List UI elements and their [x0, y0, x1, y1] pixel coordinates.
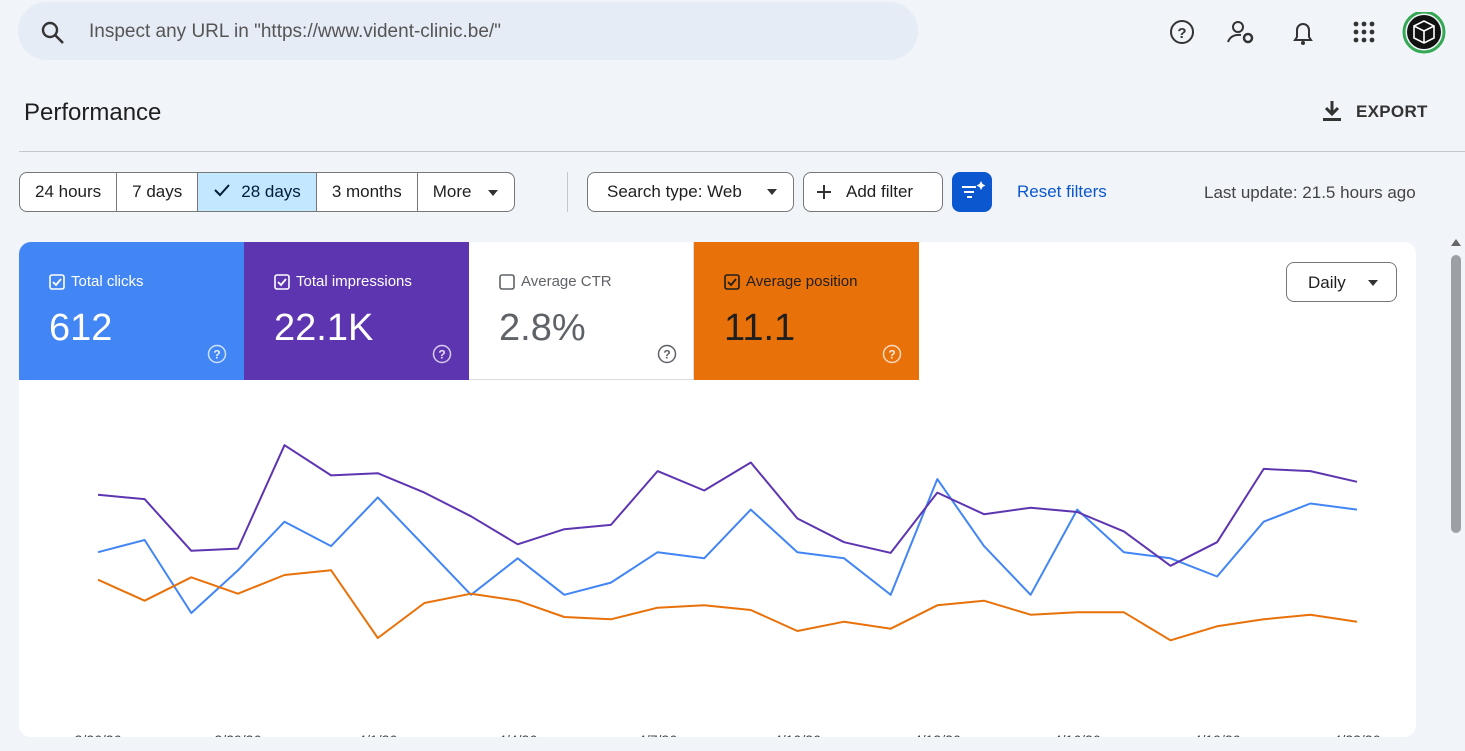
export-icon[interactable]	[1320, 98, 1344, 124]
x-tick-label: 4/16/26	[1054, 732, 1101, 737]
chip-label: Add filter	[846, 182, 914, 201]
help-icon[interactable]: ?	[882, 344, 902, 364]
scrollbar-thumb[interactable]	[1451, 255, 1461, 533]
range-button[interactable]: 7 days	[117, 173, 199, 211]
x-tick-label: 4/19/26	[1194, 732, 1241, 737]
plus-icon	[817, 185, 831, 199]
separator	[567, 172, 568, 212]
metric-value: 612	[49, 307, 113, 349]
checkbox	[499, 274, 515, 290]
date-range-group: 24 hours 7 days 28 days 3 months More	[19, 172, 516, 212]
x-tick-label: 4/1/26	[358, 732, 397, 737]
check-icon	[214, 184, 231, 197]
performance-card: Total clicks 612? Total impressions 22.1K? A…	[19, 242, 1416, 737]
series-line	[97, 569, 1358, 642]
checkbox	[49, 274, 65, 290]
x-tick-label: 4/13/26	[914, 732, 961, 737]
range-label: 7 days	[132, 182, 183, 201]
metric-label: Total impressions	[296, 273, 412, 290]
range-label: 3 months	[331, 182, 402, 201]
series-line	[97, 444, 1358, 567]
checkbox-box	[499, 274, 515, 290]
granularity-select[interactable]: Daily	[1286, 262, 1397, 302]
admin-icon[interactable]	[1227, 21, 1254, 44]
help-icon[interactable]: ?	[207, 344, 227, 364]
range-label: More	[432, 182, 472, 201]
metric-value: 2.8%	[499, 307, 586, 349]
range-label: 28 days	[241, 182, 301, 201]
help-mark: ?	[663, 348, 670, 362]
help-circle	[882, 344, 902, 364]
filter-ai-button[interactable]	[952, 172, 992, 212]
avatar[interactable]	[1402, 12, 1446, 54]
metric-tile[interactable]: Average position 11.1?	[694, 242, 919, 380]
svg-text:?: ?	[1177, 25, 1186, 42]
apps-icon[interactable]	[1353, 21, 1375, 43]
add-filter-chip[interactable]: Add filter	[803, 172, 943, 212]
toolbar-icons: ?	[1170, 12, 1446, 54]
reset-filters[interactable]: Reset filters	[1017, 182, 1107, 201]
page-title: Performance	[24, 99, 162, 126]
checkbox	[274, 274, 290, 290]
help-circle	[432, 344, 452, 364]
checkbox-check	[277, 278, 287, 287]
help-mark: ?	[213, 348, 220, 362]
metric-value: 11.1	[724, 307, 796, 349]
check	[214, 184, 231, 197]
range-button[interactable]: 24 hours	[20, 173, 118, 211]
scroll-up[interactable]	[1449, 236, 1463, 248]
checkbox	[724, 274, 740, 290]
checkbox-box	[49, 274, 65, 290]
x-tick-label: 4/22/26	[1334, 732, 1381, 737]
x-tick-label: 4/7/26	[638, 732, 677, 737]
x-tick-label: 4/10/26	[774, 732, 821, 737]
metric-tile[interactable]: Total clicks 612?	[19, 242, 244, 380]
dropdown-arrow	[488, 189, 499, 196]
checkbox-box	[724, 274, 740, 290]
metric-label: Average CTR	[521, 273, 612, 290]
export-button[interactable]: EXPORT	[1356, 102, 1428, 121]
range-label: 24 hours	[35, 182, 102, 201]
x-tick-label: 4/4/26	[498, 732, 537, 737]
search-bar[interactable]: Inspect any URL in "https://www.vident-c…	[18, 2, 918, 60]
x-tick-label: 3/26/26	[75, 732, 122, 737]
dropdown-arrow	[1368, 280, 1378, 286]
search-icon	[41, 21, 64, 44]
range-button[interactable]: 28 days	[198, 173, 317, 211]
last-update: Last update: 21.5 hours ago	[1204, 183, 1416, 202]
checkbox-check	[52, 278, 62, 287]
search-type-chip[interactable]: Search type: Web	[587, 172, 794, 212]
metric-tile[interactable]: Total impressions 22.1K?	[244, 242, 469, 380]
help-icon[interactable]: ?	[1170, 20, 1194, 44]
x-tick-label: 3/29/26	[215, 732, 262, 737]
help-circle	[657, 344, 677, 364]
help-circle	[207, 344, 227, 364]
metric-label: Average position	[746, 273, 858, 290]
help-icon[interactable]: ?	[657, 344, 677, 364]
metric-tile[interactable]: Average CTR 2.8%?	[469, 242, 694, 380]
metric-label: Total clicks	[71, 273, 144, 290]
range-button[interactable]: More	[418, 173, 515, 211]
help-mark: ?	[438, 348, 445, 362]
notifications-icon[interactable]	[1293, 23, 1313, 45]
search-placeholder: Inspect any URL in "https://www.vident-c…	[89, 21, 501, 42]
arrow	[488, 189, 499, 196]
divider	[19, 151, 1465, 152]
metric-value: 22.1K	[274, 307, 374, 349]
dropdown-arrow	[767, 189, 777, 195]
checkbox-check	[727, 278, 737, 287]
range-button[interactable]: 3 months	[317, 173, 418, 211]
granularity-label: Daily	[1308, 273, 1346, 292]
series-line	[97, 478, 1358, 614]
help-icon[interactable]: ?	[432, 344, 452, 364]
chip-label: Search type: Web	[607, 182, 742, 201]
chart: 3/26/26 3/29/26 4/1/26 4/4/26 4/7/26 4/10/26 4…	[75, 444, 1381, 737]
help-mark: ?	[888, 348, 895, 362]
checkbox-box	[274, 274, 290, 290]
